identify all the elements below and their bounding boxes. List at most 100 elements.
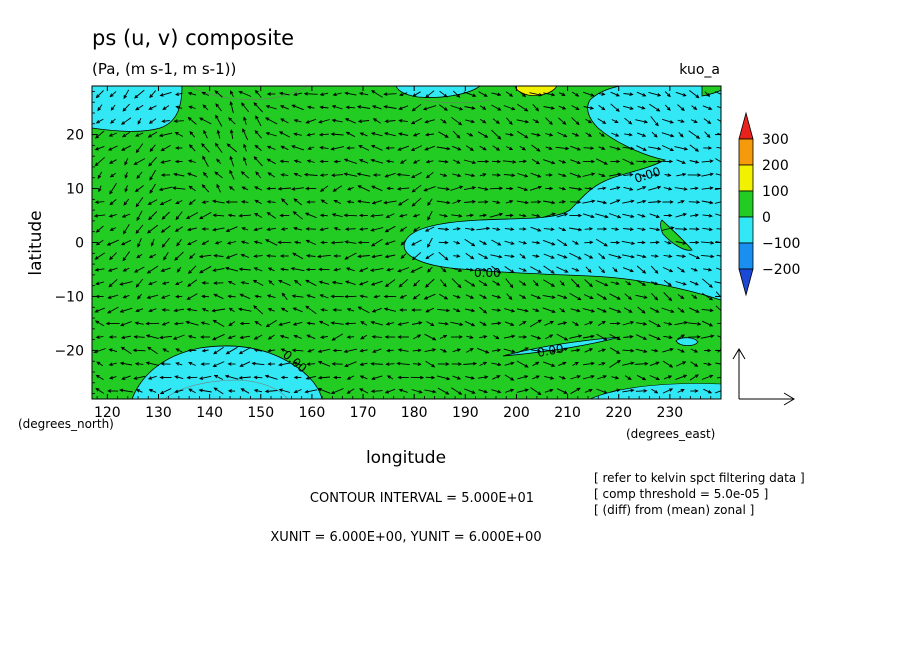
wind-arrow-head — [682, 172, 687, 177]
wind-arrow — [386, 363, 395, 365]
wind-arrow — [96, 90, 104, 98]
wind-arrow-head — [484, 187, 489, 191]
wind-arrow-head — [470, 376, 476, 380]
wind-arrow-head — [213, 281, 218, 285]
wind-arrow-head — [280, 307, 285, 312]
wind-arrow — [506, 117, 513, 125]
wind-arrow-head — [431, 375, 436, 380]
wind-arrow — [294, 389, 302, 393]
wind-arrow-head — [456, 227, 461, 231]
wind-arrow-head — [551, 363, 556, 367]
wind-arrow-head — [293, 240, 299, 245]
wind-arrow-head — [371, 242, 376, 247]
wind-arrow — [160, 91, 172, 97]
wind-arrow-head — [576, 147, 582, 151]
wind-arrow-head — [330, 321, 335, 325]
wind-arrow-head — [456, 295, 461, 299]
wind-arrow — [491, 239, 501, 246]
wind-arrow-head — [318, 132, 324, 137]
wind-arrow-head — [120, 322, 125, 327]
wind-arrow — [558, 105, 566, 110]
wind-arrow-head — [173, 119, 178, 123]
wind-arrow-head — [561, 200, 567, 204]
wind-arrow — [413, 293, 421, 300]
wind-arrow-head — [149, 148, 154, 153]
wind-arrow-head — [239, 321, 244, 326]
wind-arrow — [519, 280, 526, 286]
wind-arrow — [427, 266, 433, 273]
wind-arrow-head — [694, 363, 699, 367]
wind-arrow-head — [293, 198, 298, 203]
wind-arrow-head — [239, 293, 244, 298]
wind-arrow-head — [253, 336, 258, 340]
wind-arrow — [436, 146, 450, 150]
wind-arrow-head — [485, 159, 490, 164]
wind-arrow — [452, 90, 460, 98]
wind-arrow-head — [603, 296, 608, 300]
wind-arrow — [518, 214, 526, 217]
wind-arrow-head — [148, 388, 153, 393]
wind-arrow-head — [667, 375, 673, 379]
wind-arrow — [715, 158, 721, 163]
wind-arrow — [228, 280, 236, 286]
wind-arrow — [151, 239, 155, 246]
wind-arrow — [585, 118, 592, 124]
wind-arrow-head — [419, 375, 425, 380]
wind-arrow-head — [397, 322, 402, 326]
wind-arrow — [518, 267, 527, 272]
wind-arrow — [623, 186, 633, 191]
wind-arrow-head — [470, 308, 476, 313]
wind-arrow — [230, 90, 234, 98]
wind-arrow — [267, 227, 276, 231]
wind-arrow — [239, 91, 252, 97]
wind-arrow-head — [653, 133, 658, 138]
wind-arrow — [161, 145, 171, 151]
wind-arrow-head — [522, 213, 527, 218]
wind-arrow — [228, 335, 236, 339]
wind-arrow-head — [344, 240, 349, 244]
y-tick-label: 0 — [75, 236, 84, 252]
wind-arrow — [358, 306, 370, 314]
wind-arrow — [346, 267, 355, 272]
wind-arrow — [411, 239, 422, 246]
wind-arrow — [703, 388, 712, 394]
wind-arrow-head — [134, 94, 139, 99]
wind-arrow — [228, 295, 236, 298]
wind-arrow-head — [331, 280, 337, 285]
wind-arrow — [530, 172, 541, 178]
wind-arrow — [189, 253, 196, 259]
wind-arrow-head — [330, 147, 335, 151]
wind-arrow-head — [95, 228, 100, 233]
wind-arrow-head — [346, 376, 351, 380]
chart-title: ps (u, v) composite — [92, 26, 294, 50]
wind-arrow-head — [371, 309, 376, 313]
wind-arrow — [267, 294, 276, 299]
wind-arrow-head — [655, 122, 659, 127]
wind-arrow — [517, 103, 528, 112]
wind-arrow-head — [680, 200, 685, 204]
wind-arrow-head — [343, 158, 349, 163]
wind-arrow — [227, 241, 237, 244]
wind-arrow — [479, 118, 486, 124]
wind-arrow-head — [266, 254, 271, 258]
wind-arrow — [109, 213, 117, 218]
wind-arrow — [649, 103, 660, 112]
wind-arrow — [173, 187, 186, 190]
wind-arrow-head — [370, 228, 375, 232]
wind-arrow-head — [551, 92, 556, 97]
wind-arrow — [121, 239, 132, 246]
wind-arrow — [598, 146, 605, 150]
wind-arrow-head — [383, 105, 388, 109]
wind-arrow — [676, 255, 686, 257]
wind-arrow-head — [279, 334, 284, 339]
wind-arrow — [189, 131, 196, 138]
wind-arrow-head — [563, 295, 568, 299]
wind-arrow — [688, 201, 700, 203]
wind-arrow — [228, 321, 236, 326]
wind-arrow-head — [591, 172, 596, 176]
wind-arrow-head — [212, 268, 217, 272]
wind-arrow — [662, 348, 674, 353]
wind-arrow-head — [107, 310, 112, 314]
wind-arrow — [230, 101, 234, 114]
wind-arrow-head — [266, 294, 271, 298]
